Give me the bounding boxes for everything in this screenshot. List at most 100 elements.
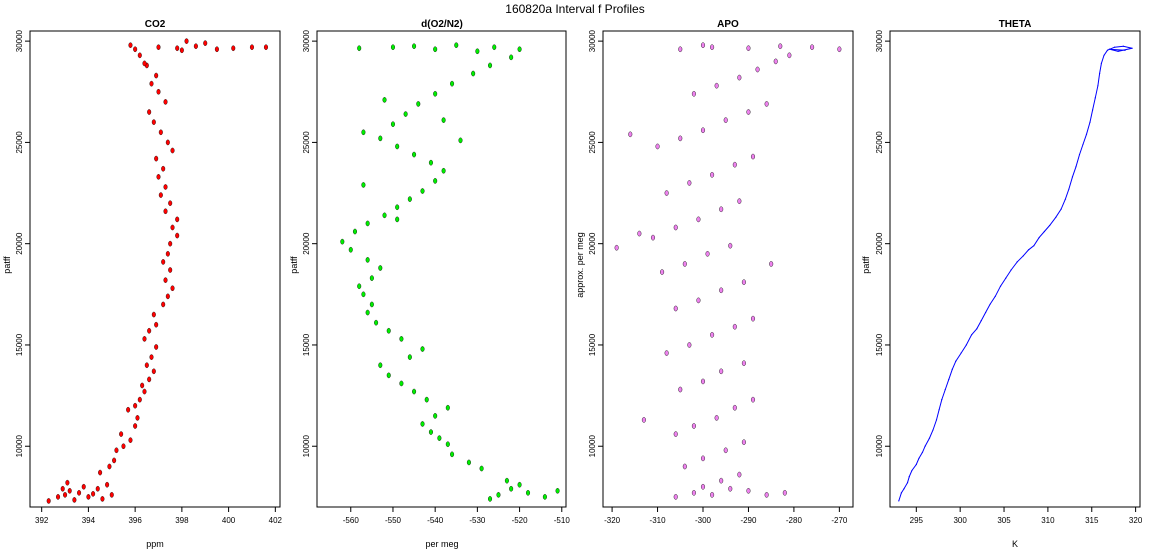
- apo-data-point: [773, 58, 778, 65]
- co2-x-tick-label: 400: [222, 516, 236, 525]
- co2-data-point: [175, 45, 180, 52]
- apo-data-point: [701, 42, 706, 48]
- theta-data-point: [951, 368, 953, 370]
- o2n2-data-point: [348, 246, 353, 253]
- co2-data-point: [100, 496, 105, 502]
- theta-data-point: [928, 437, 931, 439]
- theta-data-point: [900, 492, 903, 494]
- o2n2-data-point: [407, 196, 412, 202]
- o2n2-data-point: [374, 319, 379, 326]
- co2-data-point: [147, 109, 152, 115]
- apo-data-point: [673, 494, 678, 500]
- apo-data-point: [782, 490, 787, 496]
- theta-plot-frame: [889, 30, 1141, 508]
- co2-data-point: [154, 321, 159, 328]
- co2-data-point: [214, 46, 219, 53]
- co2-data-point: [133, 402, 138, 409]
- theta-data-point: [1055, 216, 1057, 218]
- co2-data-point: [105, 481, 110, 488]
- co2-data-point: [135, 415, 140, 421]
- figure-title: 160820a Interval f Profiles: [505, 2, 644, 16]
- o2n2-data-point: [412, 151, 417, 158]
- o2n2-data-point: [517, 481, 522, 488]
- co2-data-point: [161, 259, 166, 265]
- co2-data-point: [107, 463, 112, 470]
- co2-data-point: [161, 165, 166, 172]
- o2n2-data-point: [433, 46, 438, 53]
- apo-x-tick-label: -280: [786, 516, 803, 525]
- co2-data-point: [121, 443, 126, 450]
- theta-data-point: [932, 429, 934, 431]
- o2n2-y-tick-label: 25000: [302, 131, 311, 154]
- theta-data-point: [970, 334, 973, 336]
- o2n2-data-point: [365, 309, 370, 316]
- o2n2-data-point: [517, 46, 522, 53]
- co2-data-point: [170, 147, 175, 154]
- theta-data-point: [976, 328, 978, 330]
- apo-data-point: [737, 74, 742, 81]
- o2n2-data-point: [399, 380, 404, 387]
- co2-y-tick-label: 30000: [15, 29, 24, 52]
- co2-data-point: [165, 251, 170, 257]
- co2-data-point: [142, 388, 147, 395]
- o2n2-x-tick-label: -550: [385, 516, 402, 525]
- apo-data-point: [628, 131, 633, 138]
- o2n2-panel-title: d(O2/N2): [421, 19, 463, 30]
- theta-data-point: [915, 463, 917, 466]
- apo-x-tick-label: -290: [740, 516, 757, 525]
- o2n2-x-tick-label: -560: [343, 516, 360, 525]
- o2n2-plot-frame: [316, 30, 567, 508]
- apo-data-point: [710, 492, 715, 498]
- co2-data-point: [154, 344, 159, 350]
- theta-data-point: [941, 399, 943, 401]
- co2-data-point: [161, 301, 166, 308]
- co2-data-point: [165, 293, 170, 300]
- theta-x-tick-label: 320: [1129, 516, 1143, 525]
- o2n2-data-point: [475, 48, 480, 55]
- o2n2-data-point: [357, 45, 362, 52]
- apo-data-point: [714, 82, 719, 89]
- co2-data-point: [147, 376, 152, 383]
- apo-data-point: [701, 483, 706, 490]
- apo-data-point: [723, 117, 728, 123]
- theta-data-point: [1099, 72, 1101, 75]
- theta-data-point: [944, 388, 946, 391]
- theta-data-point: [1078, 153, 1081, 156]
- theta-data-point: [1033, 245, 1035, 247]
- co2-plot-frame: [29, 30, 281, 508]
- theta-data-point: [1117, 50, 1119, 52]
- theta-data-point: [1106, 49, 1109, 51]
- theta-x-tick-label: 305: [997, 516, 1011, 525]
- apo-data-point: [719, 368, 724, 375]
- apo-data-point: [769, 261, 774, 267]
- co2-data-point: [119, 431, 124, 437]
- theta-data-point: [1027, 249, 1030, 251]
- co2-data-point: [126, 406, 131, 413]
- co2-x-axis-label: ppm: [146, 539, 164, 549]
- co2-data-point: [184, 38, 189, 44]
- co2-panel: CO2 ppm patff 392 394 396 398 400 402 10000 150…: [2, 19, 283, 549]
- apo-data-point: [701, 127, 706, 134]
- co2-data-point: [72, 497, 77, 503]
- co2-data-point: [144, 362, 149, 369]
- apo-y-tick-label: 20000: [588, 232, 597, 255]
- apo-data-point: [710, 172, 715, 178]
- apo-data-point: [678, 135, 683, 142]
- o2n2-data-point: [365, 220, 370, 227]
- apo-data-point: [732, 161, 737, 168]
- apo-data-point: [746, 487, 751, 494]
- theta-data-point: [980, 320, 982, 322]
- o2n2-data-point: [386, 327, 391, 334]
- o2n2-y-tick-label: 10000: [302, 435, 311, 458]
- theta-data-point: [1100, 62, 1103, 65]
- co2-data-point: [133, 423, 138, 429]
- o2n2-data-point: [450, 80, 455, 87]
- apo-data-point: [837, 46, 842, 53]
- co2-data-point: [65, 479, 70, 486]
- co2-data-point: [147, 327, 152, 334]
- theta-data-point: [908, 476, 910, 478]
- o2n2-data-point: [420, 421, 425, 427]
- theta-data-point: [1113, 46, 1116, 48]
- co2-data-point: [249, 44, 254, 51]
